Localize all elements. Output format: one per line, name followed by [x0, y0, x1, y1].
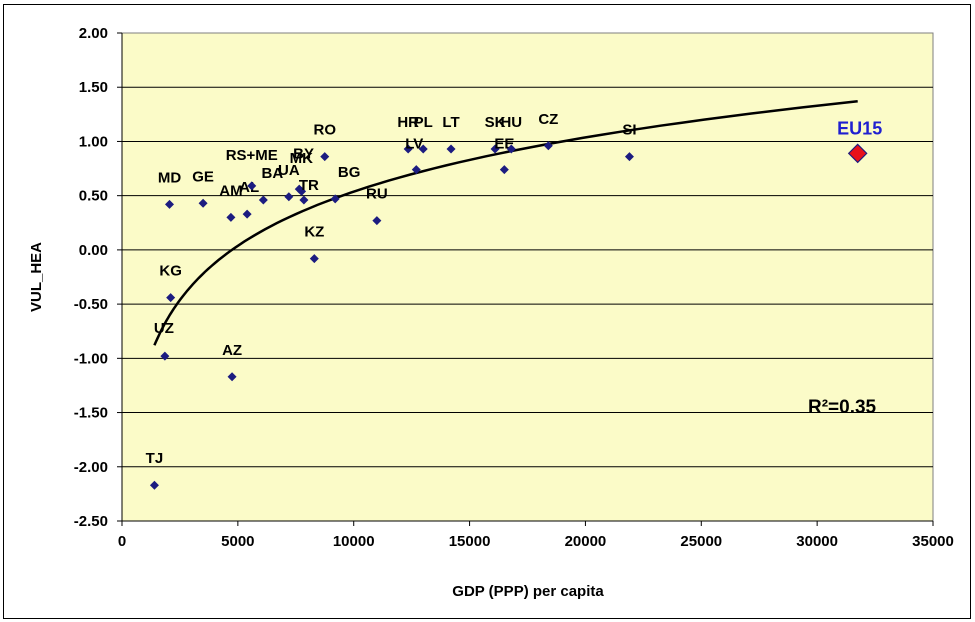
- data-point: [506, 144, 516, 154]
- y-tick-label: -1.50: [74, 405, 108, 422]
- point-label: LT: [442, 114, 459, 131]
- point-label: MK: [290, 150, 313, 167]
- x-tick-label: 30000: [796, 533, 838, 550]
- data-points: TJUZKGMDGEAZAMALRS+MEBAUAMKBYTRKZROBGRUH…: [146, 111, 882, 490]
- point-label: SI: [622, 122, 636, 139]
- point-label: UA: [278, 162, 300, 179]
- x-tick-label: 35000: [912, 533, 954, 550]
- y-tick-label: -0.50: [74, 296, 108, 313]
- trendline-group: [153, 100, 858, 346]
- y-tick-label: -2.00: [74, 459, 108, 476]
- point-label: BA: [262, 165, 284, 182]
- x-tick-label: 20000: [565, 533, 607, 550]
- point-label: RO: [314, 122, 337, 139]
- trendline: [153, 100, 858, 346]
- data-point: [160, 351, 170, 361]
- data-point: [372, 216, 382, 226]
- data-point: [242, 209, 252, 219]
- data-point: [247, 181, 257, 191]
- point-label: PL: [414, 114, 433, 131]
- y-tick-label: 0.00: [79, 242, 108, 259]
- data-point: [490, 144, 500, 154]
- highlight-point: [847, 143, 868, 164]
- x-tick-label: 25000: [680, 533, 722, 550]
- point-label: RS+ME: [226, 147, 278, 164]
- point-label: HR: [397, 114, 419, 131]
- data-point: [149, 480, 159, 490]
- plot-area: [121, 32, 934, 522]
- point-label: AZ: [222, 342, 242, 359]
- data-point: [499, 165, 509, 175]
- x-tick-label: 10000: [333, 533, 375, 550]
- data-point: [446, 144, 456, 154]
- data-point: [403, 144, 413, 154]
- point-label: KZ: [304, 224, 324, 241]
- data-point: [258, 195, 268, 205]
- point-label: RU: [366, 186, 388, 203]
- y-tick-label: -2.50: [74, 513, 108, 530]
- data-point: [320, 152, 330, 162]
- data-point: [297, 186, 307, 196]
- highlight-point-label: EU15: [837, 118, 882, 138]
- x-tick-label: 5000: [221, 533, 254, 550]
- axes: 2.00 1.50 1.00 0.50 0.00 -0.50 -1.00 -1.50 -2.00…: [74, 25, 954, 550]
- point-label: GE: [192, 168, 214, 185]
- data-point: [284, 192, 294, 202]
- point-label: BY: [293, 145, 314, 162]
- data-point: [227, 372, 237, 382]
- x-tick-label: 15000: [449, 533, 491, 550]
- point-label: CZ: [538, 111, 558, 128]
- r-squared-annotation: R²=0.35: [808, 397, 877, 418]
- y-tick-label: 1.50: [79, 79, 108, 96]
- point-label: SK: [485, 114, 506, 131]
- point-label: KG: [159, 263, 182, 280]
- x-axis-title: GDP (PPP) per capita: [452, 583, 604, 600]
- y-tick-label: -1.00: [74, 350, 108, 367]
- data-point: [309, 254, 319, 264]
- grid-lines: [122, 86, 933, 468]
- data-point: [226, 212, 236, 222]
- data-point: [198, 198, 208, 208]
- data-point: [411, 165, 421, 175]
- point-label: AM: [219, 182, 242, 199]
- y-tick-label: 1.00: [79, 133, 108, 150]
- data-point: [165, 199, 175, 209]
- data-point: [166, 293, 176, 303]
- point-label: LV: [405, 136, 423, 153]
- data-point: [418, 144, 428, 154]
- point-label: HU: [500, 114, 522, 131]
- y-tick-label: 0.50: [79, 188, 108, 205]
- point-label: TR: [299, 177, 319, 194]
- data-point: [299, 195, 309, 205]
- point-label: MD: [158, 169, 181, 186]
- point-label: BG: [338, 164, 361, 181]
- data-point: [330, 194, 340, 204]
- point-label: UZ: [154, 320, 174, 337]
- data-point: [624, 152, 634, 162]
- y-tick-label: 2.00: [79, 25, 108, 42]
- data-point: [543, 141, 553, 151]
- y-axis-title: VUL_HEA: [28, 242, 45, 312]
- x-tick-label: 0: [118, 533, 126, 550]
- point-label: TJ: [146, 450, 164, 467]
